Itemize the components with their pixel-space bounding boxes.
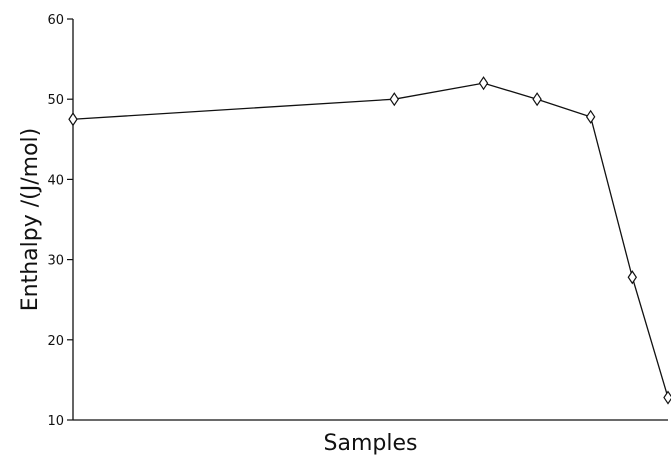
y-tick-label: 60 <box>47 13 64 28</box>
data-point-marker <box>478 76 489 91</box>
series-group <box>68 76 671 405</box>
x-axis-title: Samples <box>324 431 418 456</box>
y-axis-title: Enthalpy /(J/mol) <box>18 128 43 311</box>
y-tick-label: 50 <box>47 93 64 108</box>
data-point-marker <box>663 390 671 405</box>
y-tick-label: 20 <box>47 334 64 349</box>
data-point-marker <box>585 109 596 124</box>
y-tick-label: 40 <box>47 173 64 188</box>
data-point-marker <box>389 92 400 107</box>
data-point-marker <box>68 112 78 127</box>
axes <box>72 19 668 421</box>
data-point-marker <box>627 270 638 285</box>
y-tick-label: 10 <box>47 414 64 429</box>
y-tick-label: 30 <box>47 254 64 269</box>
data-point-marker <box>532 92 542 107</box>
y-ticks: 10 20 30 40 50 60 <box>47 13 73 429</box>
series-line <box>72 82 669 398</box>
